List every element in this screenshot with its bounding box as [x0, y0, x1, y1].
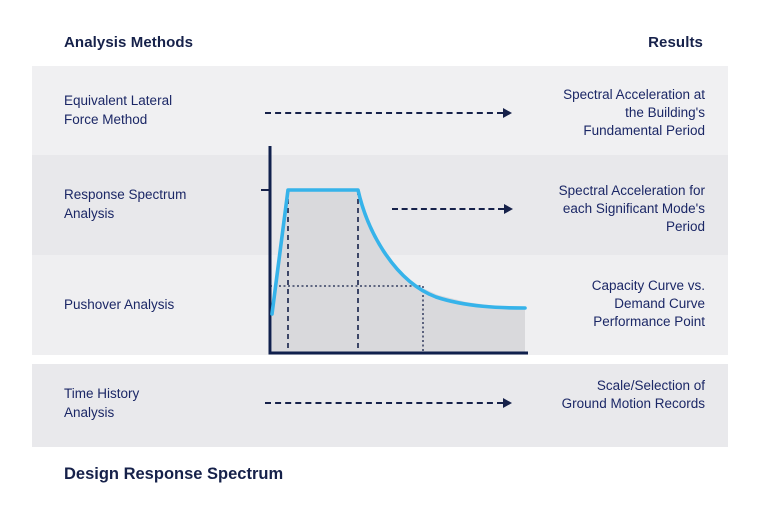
column-header-results: Results	[648, 34, 703, 51]
flow-arrow-row4	[265, 398, 512, 408]
chart-title: Design Response Spectrum	[64, 465, 284, 483]
result-label-fundamental-period: Spectral Acceleration at the Building's …	[563, 87, 705, 138]
method-label-response-spectrum: Response Spectrum Analysis	[64, 187, 187, 221]
flow-arrow-row1	[265, 108, 512, 118]
method-label-equivalent-lateral-force: Equivalent Lateral Force Method	[64, 93, 173, 127]
spectrum-curve	[270, 188, 527, 316]
row-band-time-history	[32, 364, 728, 447]
column-header-analysis-methods: Analysis Methods	[64, 34, 194, 51]
design-response-spectrum-chart	[261, 146, 528, 355]
row-band-equivalent-lateral-force	[32, 66, 728, 155]
result-label-mode-period: Spectral Acceleration for each Significa…	[558, 183, 705, 234]
result-label-ground-motion: Scale/Selection of Ground Motion Records	[561, 378, 705, 411]
result-label-performance-point: Capacity Curve vs. Demand Curve Performa…	[591, 278, 705, 329]
method-label-time-history: Time History Analysis	[64, 386, 140, 420]
method-label-pushover: Pushover Analysis	[64, 297, 175, 312]
row-band-response-spectrum	[32, 155, 728, 255]
flow-arrow-row2	[392, 204, 513, 214]
